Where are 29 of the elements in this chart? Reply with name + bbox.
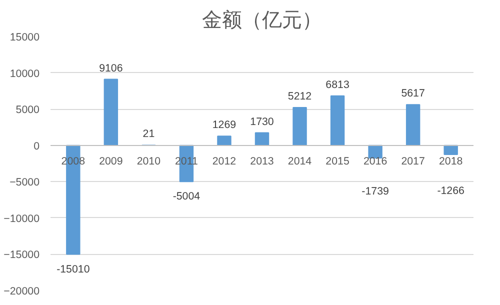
y-tick-label: −5000 (10, 176, 40, 189)
y-tick-label: 10000 (10, 68, 40, 80)
y-tick-label: −15000 (4, 249, 40, 262)
y-tick-label: 5000 (16, 104, 40, 116)
data-label: 5212 (288, 90, 312, 103)
y-tick-label: −10000 (4, 212, 40, 225)
chart-title: 金额（亿元） (202, 8, 322, 32)
data-label: -5004 (172, 190, 200, 203)
x-tick-label: 2010 (136, 155, 161, 168)
x-tick-label: 2018 (438, 155, 463, 168)
data-label: -1739 (362, 186, 390, 198)
data-label: 5617 (401, 88, 425, 100)
y-tick-label: 0 (34, 140, 40, 152)
data-label: -1266 (437, 185, 465, 198)
y-tick-label: −20000 (4, 286, 40, 298)
x-tick-label: 2012 (212, 155, 236, 168)
x-tick-label: 2015 (326, 155, 350, 168)
x-tick-label: 2017 (401, 155, 425, 168)
x-tick-label: 2016 (363, 155, 388, 168)
x-tick-label: 2014 (288, 155, 312, 168)
data-label: 6813 (326, 78, 350, 91)
x-tick-label: 2009 (99, 155, 123, 168)
data-label: 9106 (99, 62, 123, 74)
data-label: 1730 (250, 116, 274, 128)
x-tick-label: 2013 (250, 155, 274, 168)
data-label: 21 (142, 128, 155, 140)
data-label: -15010 (56, 263, 90, 276)
y-tick-label: 15000 (10, 32, 40, 44)
data-label: 1269 (212, 119, 236, 132)
